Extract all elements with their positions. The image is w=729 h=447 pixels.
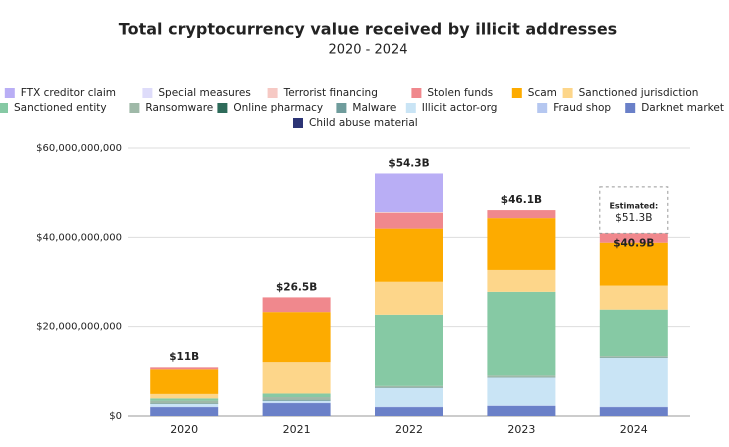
bar-segment — [375, 212, 443, 213]
chart-subtitle: 2020 - 2024 — [328, 43, 407, 58]
legend-swatch — [217, 103, 228, 113]
bar-segment — [599, 285, 668, 310]
bar-segment — [262, 362, 331, 394]
y-tick-label: $40,000,000,000 — [36, 232, 122, 243]
bar-segment — [487, 375, 556, 378]
bar-segment — [487, 269, 556, 292]
bar-segment — [599, 357, 668, 407]
legend-swatch — [336, 103, 347, 113]
estimate-box — [599, 186, 669, 234]
bar-segment — [375, 407, 443, 416]
estimate-label: $51.3B — [615, 212, 652, 224]
y-tick-label: $0 — [109, 411, 122, 422]
estimate-title: Estimated: — [609, 201, 658, 210]
bar-segment — [487, 405, 556, 416]
total-label: $11B — [169, 351, 199, 363]
legend-swatch — [0, 103, 9, 113]
bar-segment — [487, 377, 556, 406]
legend-label: Special measures — [158, 87, 250, 99]
legend-label: Online pharmacy — [233, 102, 323, 114]
y-tick-label: $20,000,000,000 — [36, 322, 122, 333]
chart-title: Total cryptocurrency value received by i… — [119, 20, 617, 39]
x-tick-label: 2021 — [283, 423, 311, 436]
legend-swatch — [405, 103, 416, 113]
bar-segment — [150, 407, 219, 416]
legend-label: Illicit actor-org — [422, 102, 498, 114]
bar-segment — [150, 400, 219, 404]
bar-segment — [262, 403, 331, 416]
total-label: $46.1B — [501, 194, 542, 206]
legend-label: Child abuse material — [309, 117, 418, 129]
bar-segment — [599, 242, 668, 286]
legend-swatch — [511, 88, 522, 98]
bar-segment — [150, 398, 219, 401]
bar-segment — [150, 403, 219, 407]
legend-label: Malware — [352, 102, 396, 114]
legend-label: FTX creditor claim — [21, 87, 116, 99]
legend-swatch — [142, 88, 153, 98]
legend-swatch — [293, 118, 303, 128]
bar-segment — [599, 233, 668, 243]
bar-segment — [375, 173, 443, 213]
total-label: $26.5B — [276, 282, 317, 294]
bar-segment — [599, 356, 668, 358]
bar-segment — [262, 393, 331, 398]
bar-segment — [375, 212, 443, 229]
bar-segment — [487, 218, 556, 270]
bar-segment — [262, 312, 331, 363]
bar-segment — [262, 397, 331, 400]
bar-segment — [150, 393, 219, 399]
legend-swatch — [4, 88, 15, 98]
bar-segment — [599, 407, 668, 416]
bar-segment — [487, 291, 556, 376]
legend-swatch — [267, 88, 278, 98]
legend-label: Scam — [528, 87, 557, 99]
bar-segment — [599, 309, 668, 357]
bar-segment — [262, 400, 331, 403]
x-tick-label: 2024 — [620, 423, 648, 436]
bar-segment — [375, 385, 443, 388]
bar-segment — [487, 210, 556, 219]
legend-label: Stolen funds — [427, 87, 493, 99]
legend-label: Sanctioned jurisdiction — [579, 87, 699, 99]
legend-label: Darknet market — [641, 102, 724, 114]
y-tick-label: $60,000,000,000 — [36, 143, 122, 154]
legend-swatch — [129, 103, 140, 113]
bar-segment — [375, 387, 443, 407]
bar-segment — [375, 314, 443, 386]
x-tick-label: 2023 — [507, 423, 535, 436]
legend-swatch — [537, 103, 548, 113]
bar-segment — [262, 399, 331, 401]
total-label: $40.9B — [613, 237, 654, 249]
bar-segment — [375, 228, 443, 282]
legend-label: Ransomware — [145, 102, 213, 114]
legend-label: Fraud shop — [553, 102, 611, 114]
legend-label: Terrorist financing — [283, 87, 378, 99]
bar-segment — [150, 367, 219, 370]
legend-swatch — [625, 103, 636, 113]
bar-segment — [150, 369, 219, 394]
x-tick-label: 2020 — [170, 423, 198, 436]
legend-label: Sanctioned entity — [14, 102, 107, 114]
bar-segment — [375, 281, 443, 315]
total-label: $54.3B — [388, 157, 429, 169]
legend-swatch — [562, 88, 573, 98]
bar-segment — [262, 297, 331, 313]
legend-swatch — [411, 88, 422, 98]
x-tick-label: 2022 — [395, 423, 423, 436]
